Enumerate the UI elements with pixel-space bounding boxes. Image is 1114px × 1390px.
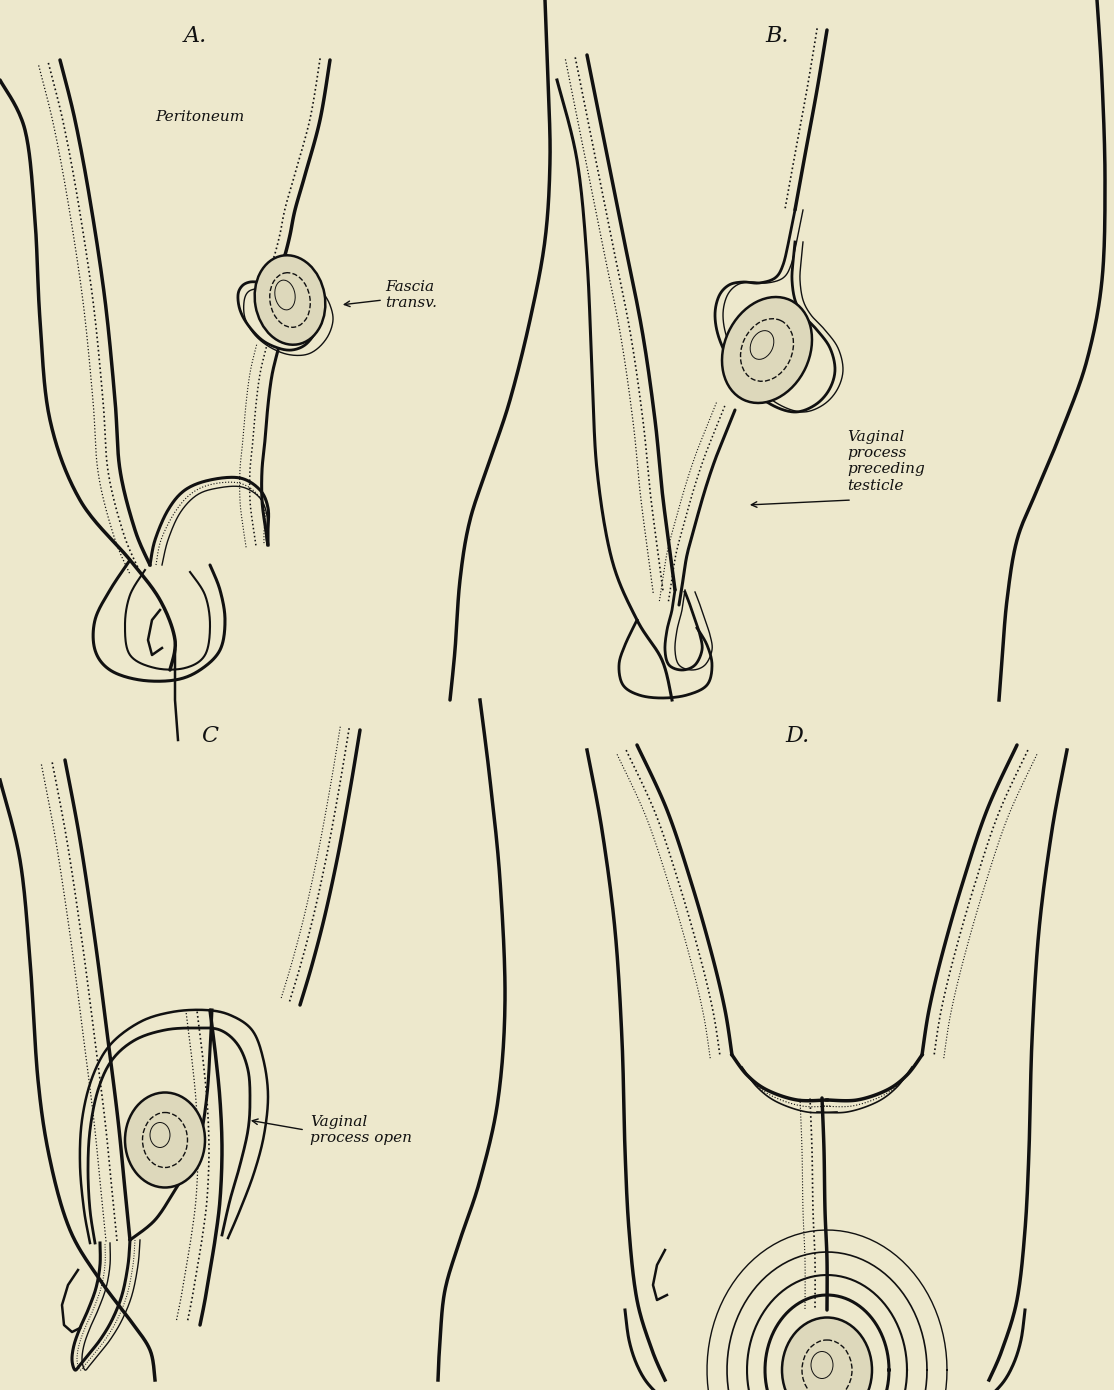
Text: A.: A. bbox=[184, 25, 206, 47]
Ellipse shape bbox=[125, 1093, 205, 1187]
Text: Vaginal
process open: Vaginal process open bbox=[310, 1115, 412, 1145]
Text: Peritoneum: Peritoneum bbox=[155, 110, 244, 124]
Text: Fascia
transv.: Fascia transv. bbox=[385, 279, 437, 310]
Ellipse shape bbox=[782, 1318, 872, 1390]
Text: B.: B. bbox=[765, 25, 789, 47]
Text: D.: D. bbox=[785, 726, 809, 746]
Text: Vaginal
process
preceding
testicle: Vaginal process preceding testicle bbox=[847, 430, 925, 492]
Text: C: C bbox=[202, 726, 218, 746]
Ellipse shape bbox=[255, 256, 325, 345]
Ellipse shape bbox=[722, 297, 812, 403]
